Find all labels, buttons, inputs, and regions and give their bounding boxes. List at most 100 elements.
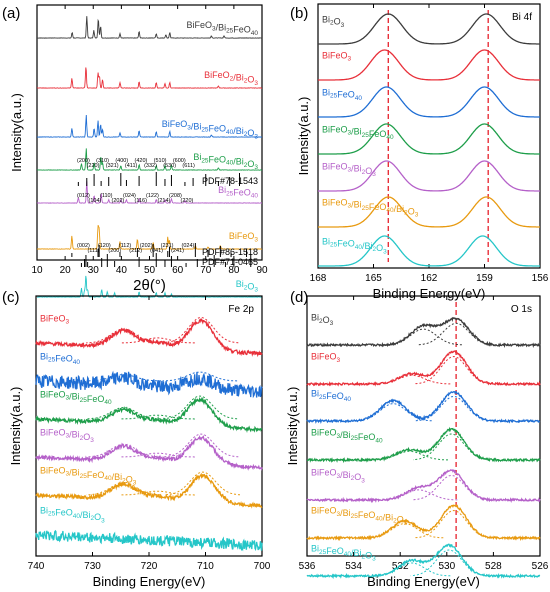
series-line	[35, 435, 263, 471]
series-line	[35, 472, 263, 509]
panel-title: Fe 2p	[228, 304, 254, 315]
fit-component	[120, 490, 195, 496]
series-line	[318, 235, 540, 267]
fit-component	[373, 374, 451, 385]
reference-label: PDF#86-1518	[202, 247, 258, 257]
series-label: BiFeO3/Bi25FeO40/Bi2O3	[311, 506, 408, 527]
series-line	[306, 543, 541, 580]
miller-index-label: (200)	[108, 248, 121, 254]
fit-component	[380, 489, 458, 501]
series-label: BiFeO3/Bi25FeO40	[186, 20, 258, 37]
miller-index-label: (220)	[181, 198, 194, 204]
x-tick-label: 162	[421, 273, 438, 284]
x-axis-label: Binding Energy(eV)	[93, 574, 206, 589]
miller-index-label: (200)	[77, 158, 90, 164]
panel-c: (c) Fe 2p 740 730 720 710 700 Binding Energy(eV…	[2, 289, 271, 589]
y-axis-label: Intensity(a.u.)	[8, 387, 23, 466]
x-tick-label: 165	[365, 273, 382, 284]
series-label: BiFeO3/Bi25FeO40/Bi2O3	[322, 197, 419, 218]
miller-index-label: (411)	[125, 163, 138, 169]
fit-component	[86, 481, 161, 496]
fit-component	[354, 403, 432, 422]
series-label: Bi25FeO40	[218, 185, 258, 200]
series-line	[318, 13, 540, 45]
x-tick-label: 740	[28, 561, 45, 572]
reference-label: PDF#71-0465	[202, 257, 258, 267]
series-label: Bi2O3	[236, 279, 259, 294]
miller-index-label: (332)	[144, 163, 157, 169]
series-line	[318, 49, 540, 81]
x-tick-label: 40	[116, 265, 128, 276]
fit-component	[415, 509, 493, 539]
x-tick-label: 526	[532, 561, 549, 572]
x-tick-label: 700	[254, 561, 271, 572]
series-label: Bi25FeO40/Bi2O3	[40, 505, 105, 524]
miller-index-label: (310)	[96, 158, 109, 164]
miller-index-label: (600)	[173, 158, 186, 164]
series-label: BiFeO3	[311, 352, 341, 364]
x-tick-label: 20	[60, 265, 72, 276]
miller-index-label: (510)	[154, 158, 167, 164]
series-line	[36, 181, 262, 204]
miller-index-label: (241)	[171, 248, 184, 254]
series-label: BiFeO3/Bi25FeO40	[322, 124, 394, 141]
fit-component	[86, 407, 161, 420]
fit-component	[163, 317, 239, 344]
fit-component	[162, 371, 238, 382]
x-tick-label: 536	[299, 561, 316, 572]
fit-component	[385, 328, 462, 346]
series-line	[318, 123, 540, 155]
fit-component	[162, 395, 238, 420]
series-label: Bi25FeO40/Bi2O3	[193, 152, 258, 171]
miller-index-label: (212)	[129, 248, 142, 254]
series-line	[35, 317, 263, 358]
series-label: Bi2O3	[322, 14, 345, 29]
x-axis-label: Binding Energy(eV)	[373, 286, 486, 301]
reference-label: PDF#78-1543	[202, 176, 258, 186]
series-label: BiFeO3	[322, 50, 352, 62]
fit-component	[86, 328, 161, 344]
series-line	[36, 67, 263, 89]
series-line	[36, 148, 263, 171]
x-tick-label: 60	[172, 265, 184, 276]
miller-index-label: (002)	[77, 243, 90, 249]
miller-index-label: (530)	[163, 163, 176, 169]
series-line	[306, 469, 541, 504]
y-axis-label: Intensity(a.u.)	[296, 97, 311, 176]
series-line	[318, 160, 540, 192]
x-tick-label: 168	[310, 273, 327, 284]
fit-component	[417, 322, 495, 346]
miller-index-label: (012)	[77, 193, 90, 199]
fit-component	[413, 474, 490, 501]
panel-label: (c)	[2, 289, 20, 306]
series-label: Bi25FeO40	[311, 389, 351, 404]
series-line	[36, 114, 263, 138]
series-label: BiFeO3	[40, 313, 70, 325]
series-label: Bi2O3	[311, 313, 334, 328]
x-tick-label: 710	[197, 561, 214, 572]
series-label: Bi25FeO40	[322, 87, 362, 102]
miller-index-label: (112)	[119, 243, 132, 249]
panel-label: (a)	[2, 5, 20, 22]
series-line	[306, 503, 541, 542]
panel-a: (a) 10 20 30 40 50 60 70 80 90 2θ(°) Intensity(a.u.…	[2, 4, 268, 298]
series-line	[306, 426, 541, 464]
x-tick-label: 80	[228, 265, 240, 276]
y-axis-label: Intensity(a.u.)	[9, 93, 24, 172]
fit-component	[165, 471, 240, 496]
series-label: BiFeO3/Bi2O3	[322, 161, 376, 178]
x-tick-label: 159	[476, 273, 493, 284]
x-tick-label: 50	[144, 265, 156, 276]
fit-component	[120, 414, 195, 420]
miller-index-label: (611)	[182, 163, 195, 169]
x-tick-label: 528	[485, 561, 502, 572]
x-tick-label: 70	[200, 265, 212, 276]
series-line	[306, 349, 541, 387]
series-label: BiFeO3/Bi25FeO40/Bi2O3	[162, 119, 259, 140]
series-line	[306, 391, 541, 425]
miller-index-label: (400)	[115, 158, 128, 164]
series-label: BiFeO3/Bi2O3	[40, 427, 94, 444]
fit-component	[415, 355, 493, 385]
